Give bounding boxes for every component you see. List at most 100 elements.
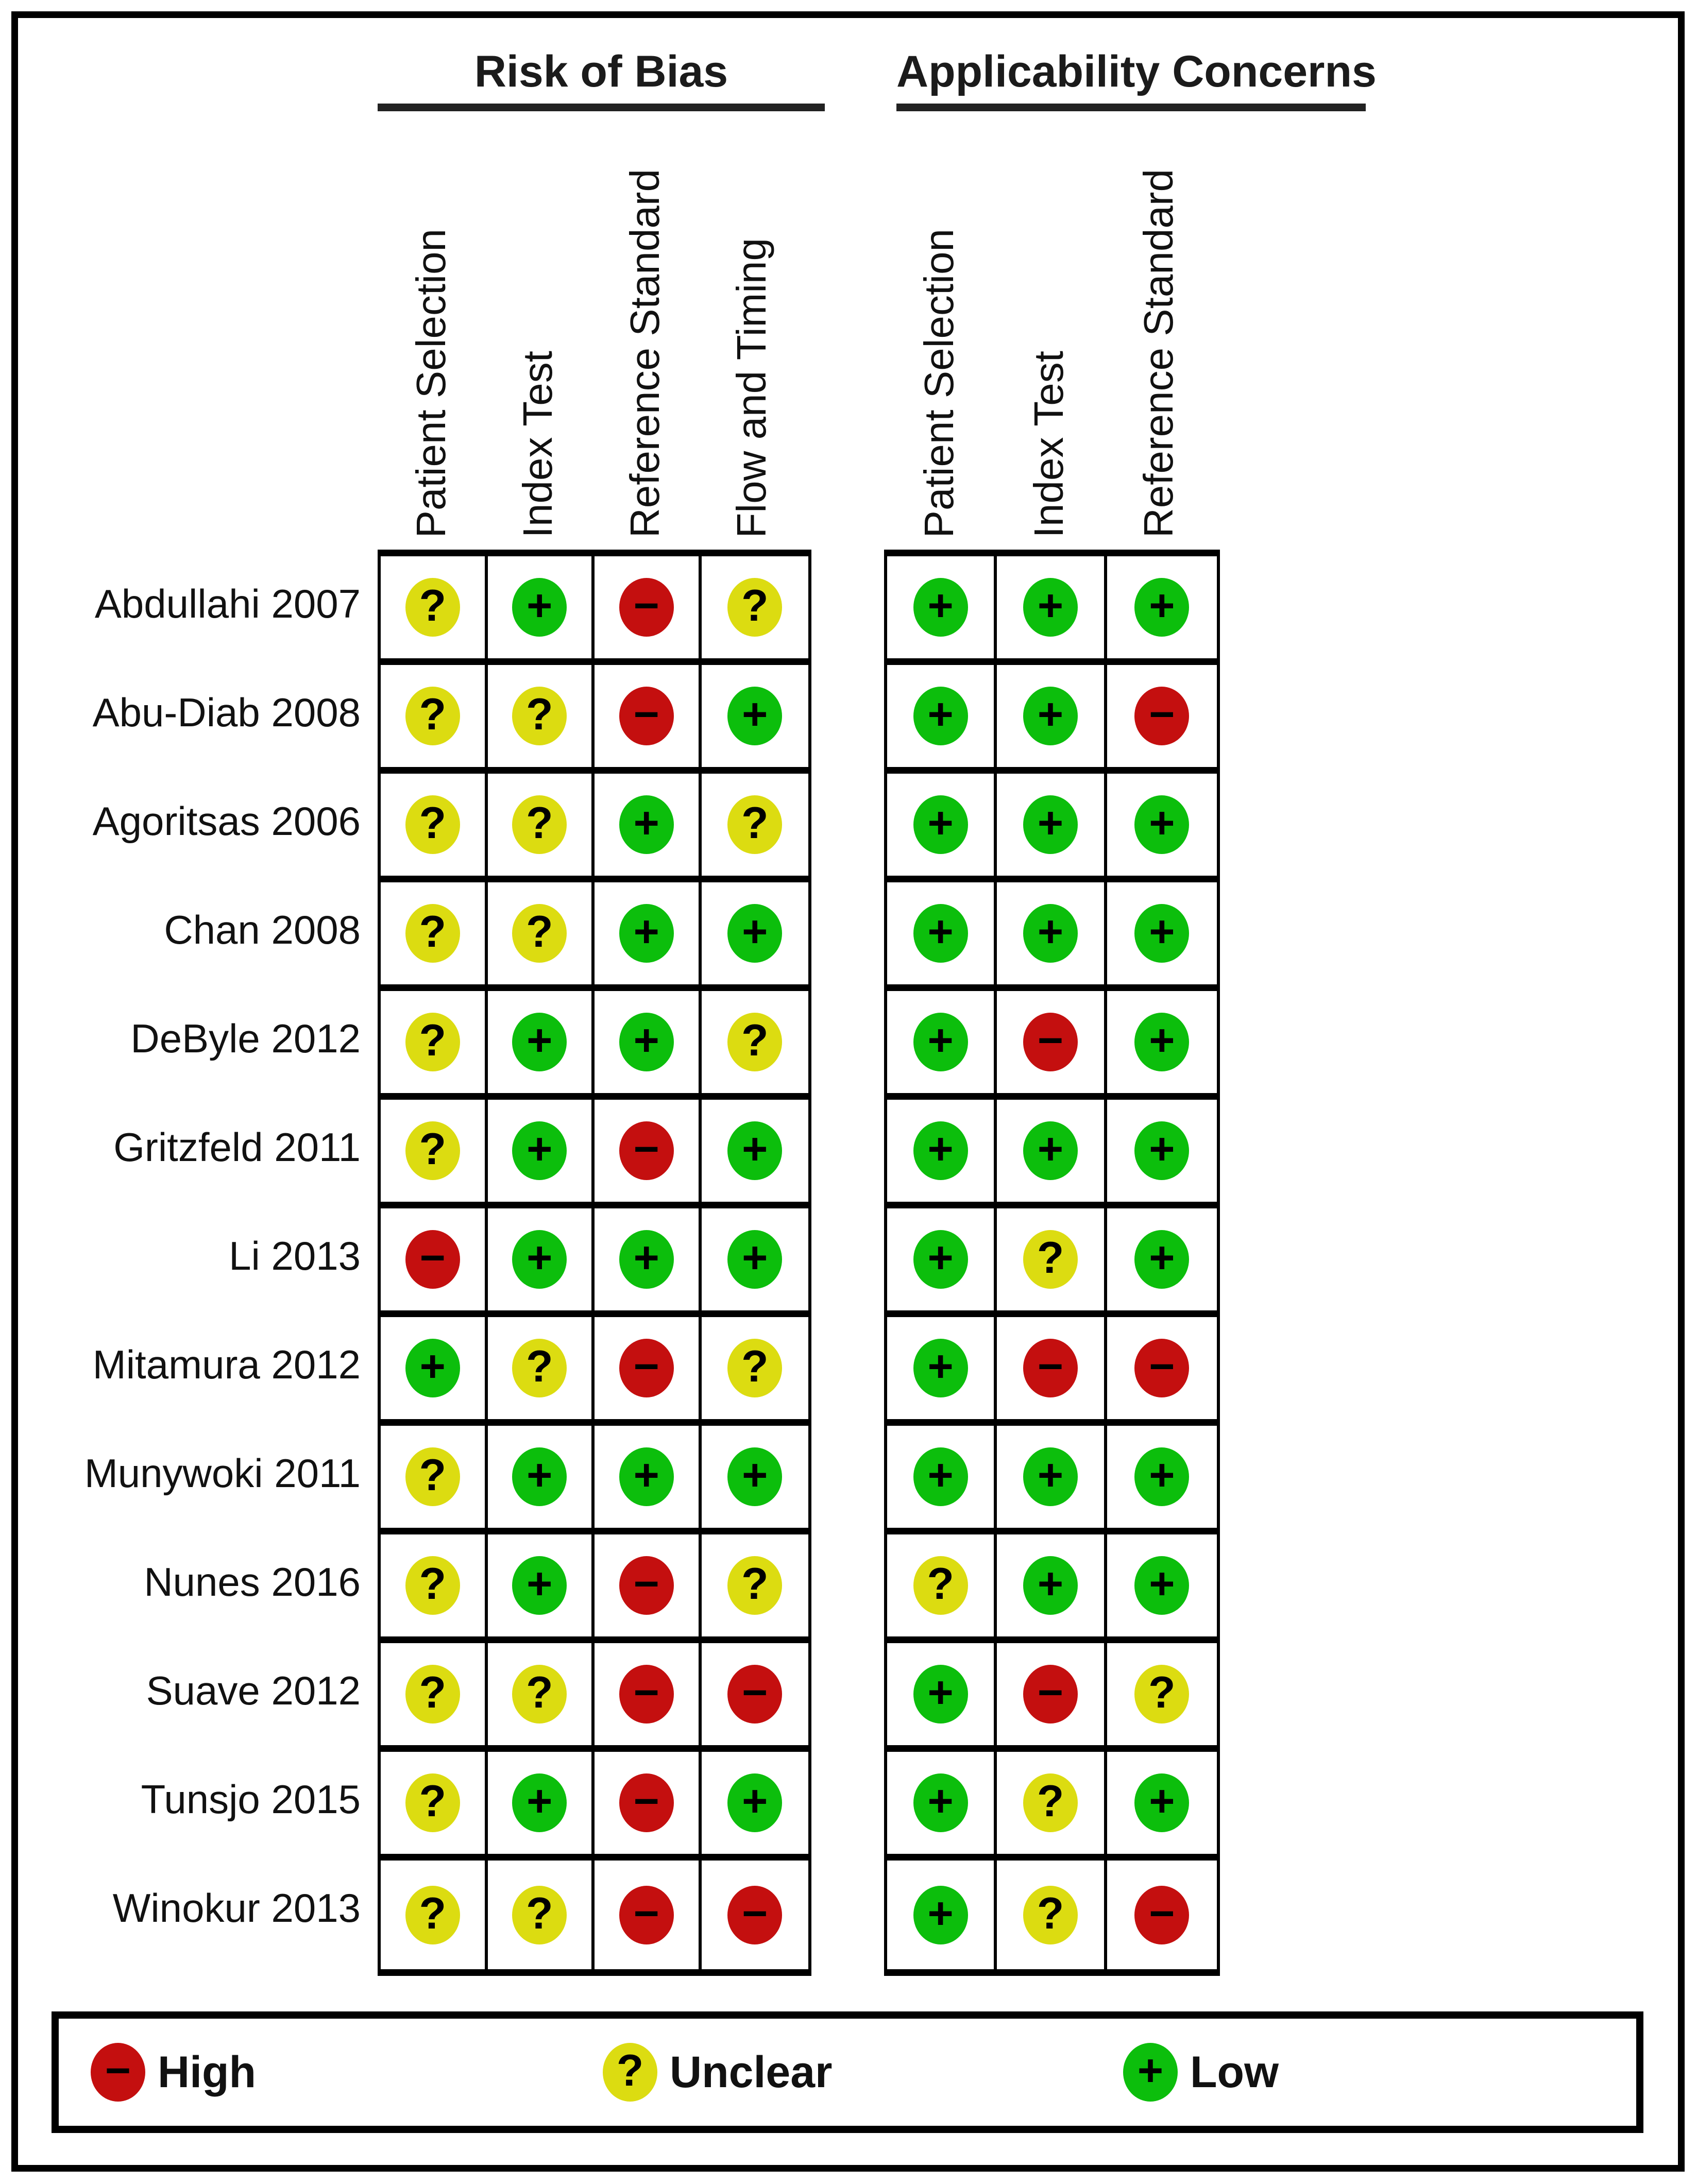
rating-cell: + xyxy=(487,556,595,665)
rating-symbol: ? xyxy=(1037,1888,1064,1938)
rating-symbol: − xyxy=(419,1233,446,1283)
rating-high-icon: − xyxy=(1023,1665,1078,1724)
rating-low-icon: + xyxy=(727,1447,783,1506)
rating-symbol: + xyxy=(419,1342,446,1391)
rating-cell: + xyxy=(887,556,997,665)
rating-low-icon: + xyxy=(512,578,567,637)
rating-cell: + xyxy=(1107,991,1217,1100)
rating-cell: + xyxy=(887,1752,997,1861)
rating-cell: ? xyxy=(381,1100,488,1208)
rating-cell: ? xyxy=(487,1861,595,1969)
rating-symbol: − xyxy=(633,581,659,630)
rating-high-icon: − xyxy=(405,1230,460,1289)
rating-symbol: − xyxy=(633,1888,659,1938)
rating-cell: + xyxy=(887,1208,997,1317)
rating-symbol: + xyxy=(633,1233,659,1283)
rating-symbol: + xyxy=(1149,1777,1175,1826)
rating-symbol: + xyxy=(927,1342,954,1391)
risk-of-bias-column-headers: Patient Selection Index Test Reference Sta… xyxy=(378,114,805,538)
rating-symbol: ? xyxy=(419,907,447,957)
rating-low-icon: + xyxy=(512,1013,567,1071)
study-label: Li 2013 xyxy=(229,1233,361,1278)
column-header-label: Index Test xyxy=(515,350,561,538)
rating-cell: + xyxy=(1107,556,1217,665)
rating-symbol: + xyxy=(927,1777,954,1826)
rating-cell: + xyxy=(887,882,997,991)
rating-symbol: − xyxy=(1149,1342,1175,1391)
rating-cell: + xyxy=(487,1426,595,1534)
rating-symbol: + xyxy=(633,907,659,957)
applicability-column-headers: Patient Selection Index Test Reference Sta… xyxy=(884,114,1214,538)
rating-low-icon: + xyxy=(1023,904,1078,963)
rating-cell: + xyxy=(487,1752,595,1861)
rating-unclear-icon: ? xyxy=(405,578,460,637)
rating-symbol: + xyxy=(1137,2046,1164,2095)
rating-cell: ? xyxy=(381,882,488,991)
rating-cell: ? xyxy=(997,1861,1107,1969)
study-label: Munywoki 2011 xyxy=(84,1451,361,1496)
rating-cell: − xyxy=(997,1643,1107,1752)
column-header-label: Reference Standard xyxy=(1135,168,1182,538)
rating-symbol: + xyxy=(633,1016,659,1065)
rating-cell: + xyxy=(595,991,702,1100)
rating-cell: − xyxy=(381,1208,488,1317)
rating-unclear-icon: ? xyxy=(512,904,567,963)
rating-low-icon: + xyxy=(1134,1230,1190,1289)
rating-symbol: + xyxy=(742,1124,768,1174)
rating-cell: + xyxy=(997,774,1107,882)
rating-cell: + xyxy=(701,1208,808,1317)
rating-cell: − xyxy=(595,556,702,665)
rating-symbol: ? xyxy=(1037,1233,1064,1283)
rating-symbol: ? xyxy=(419,1451,447,1500)
rating-symbol: − xyxy=(742,1668,768,1717)
rating-cell: ? xyxy=(381,665,488,774)
rating-cell: ? xyxy=(701,1534,808,1643)
column-header-cell: Reference Standard xyxy=(1104,114,1214,538)
rating-cell: + xyxy=(1107,1208,1217,1317)
rating-low-icon: + xyxy=(1134,1556,1190,1615)
column-header-label: Reference Standard xyxy=(621,168,668,538)
rating-cell: ? xyxy=(1107,1643,1217,1752)
rating-unclear-icon: ? xyxy=(405,1665,460,1724)
rating-high-icon: − xyxy=(619,1121,674,1180)
rating-cell: ? xyxy=(487,665,595,774)
rating-cell: + xyxy=(595,882,702,991)
rating-low-icon: + xyxy=(913,578,968,637)
rating-high-icon: − xyxy=(619,687,674,745)
rating-cell: + xyxy=(701,665,808,774)
rating-unclear-icon: ? xyxy=(727,1339,783,1397)
rating-symbol: − xyxy=(633,690,659,739)
rating-cell: − xyxy=(595,1752,702,1861)
rating-unclear-icon: ? xyxy=(512,687,567,745)
study-label: Abu-Diab 2008 xyxy=(92,690,361,735)
rating-symbol: + xyxy=(527,1451,553,1500)
rating-symbol: + xyxy=(1149,907,1175,957)
rating-low-icon: + xyxy=(727,1121,783,1180)
rating-symbol: ? xyxy=(419,1668,447,1717)
rating-low-icon: + xyxy=(405,1339,460,1397)
rating-cell: − xyxy=(595,1861,702,1969)
rating-symbol: ? xyxy=(1148,1668,1176,1717)
rating-unclear-icon: ? xyxy=(405,687,460,745)
rating-symbol: ? xyxy=(419,1124,447,1174)
rating-low-icon: + xyxy=(512,1447,567,1506)
rating-symbol: − xyxy=(633,1777,659,1826)
rating-low-icon: + xyxy=(1134,578,1190,637)
rating-low-icon: + xyxy=(1134,1013,1190,1071)
rating-cell: − xyxy=(595,1643,702,1752)
rating-low-icon: + xyxy=(512,1230,567,1289)
rating-symbol: + xyxy=(1037,1451,1064,1500)
rating-cell: − xyxy=(595,1100,702,1208)
rating-symbol: + xyxy=(1149,1124,1175,1174)
legend-label: High xyxy=(158,2047,257,2097)
rating-high-icon: − xyxy=(619,578,674,637)
column-header-cell: Flow and Timing xyxy=(699,114,806,538)
rating-cell: ? xyxy=(701,556,808,665)
rating-cell: ? xyxy=(381,991,488,1100)
rating-unclear-icon: ? xyxy=(727,1556,783,1615)
rating-cell: + xyxy=(595,1208,702,1317)
rating-unclear-icon: ? xyxy=(913,1556,968,1615)
rating-unclear-icon: ? xyxy=(512,1339,567,1397)
rating-unclear-icon: ? xyxy=(1134,1665,1190,1724)
rating-cell: + xyxy=(595,1426,702,1534)
